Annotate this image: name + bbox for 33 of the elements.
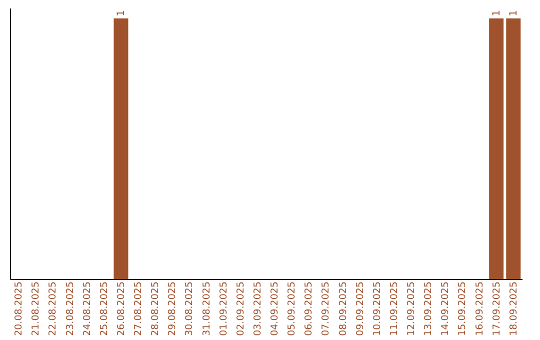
- x-tick-label: 06.09.2025: [304, 282, 315, 336]
- x-tick-label: 31.08.2025: [201, 282, 212, 336]
- x-tick-label: 22.08.2025: [48, 282, 59, 336]
- x-tick-label: 03.09.2025: [252, 282, 264, 336]
- data-label: 1: [508, 10, 520, 16]
- x-tick-label: 30.08.2025: [184, 282, 196, 336]
- x-tick-label: 27.08.2025: [133, 282, 144, 336]
- x-tick-label: 10.09.2025: [372, 282, 383, 336]
- x-tick-label: 28.08.2025: [150, 282, 162, 336]
- x-tick-label: 26.08.2025: [116, 282, 127, 336]
- x-tick-label: 08.09.2025: [338, 282, 349, 336]
- x-tick-label: 20.08.2025: [14, 282, 25, 336]
- x-tick-label: 12.09.2025: [406, 282, 418, 336]
- x-tick-label: 29.08.2025: [167, 282, 178, 336]
- x-tick-label: 25.08.2025: [98, 282, 110, 336]
- x-tick-label: 23.08.2025: [64, 282, 76, 336]
- x-tick-label: 09.09.2025: [354, 282, 366, 336]
- data-label: 1: [491, 10, 502, 16]
- x-tick-label: 15.09.2025: [457, 282, 468, 336]
- x-tick-label: 05.09.2025: [286, 282, 298, 336]
- x-tick-label: 13.09.2025: [423, 282, 434, 336]
- x-tick-label: 14.09.2025: [440, 282, 452, 336]
- x-tick-label: 01.09.2025: [218, 282, 230, 336]
- x-tick-label: 02.09.2025: [235, 282, 246, 336]
- x-tick-label: 17.09.2025: [491, 282, 502, 336]
- x-tick-label: 04.09.2025: [270, 282, 281, 336]
- x-tick-label: 18.09.2025: [508, 282, 520, 336]
- x-tick-label: 16.09.2025: [474, 282, 486, 336]
- data-label: 1: [116, 10, 127, 16]
- x-tick-label: 11.09.2025: [388, 282, 400, 336]
- x-tick-label: 07.09.2025: [320, 282, 332, 336]
- x-tick-label: 21.08.2025: [30, 282, 42, 336]
- x-tick-label: 24.08.2025: [82, 282, 93, 336]
